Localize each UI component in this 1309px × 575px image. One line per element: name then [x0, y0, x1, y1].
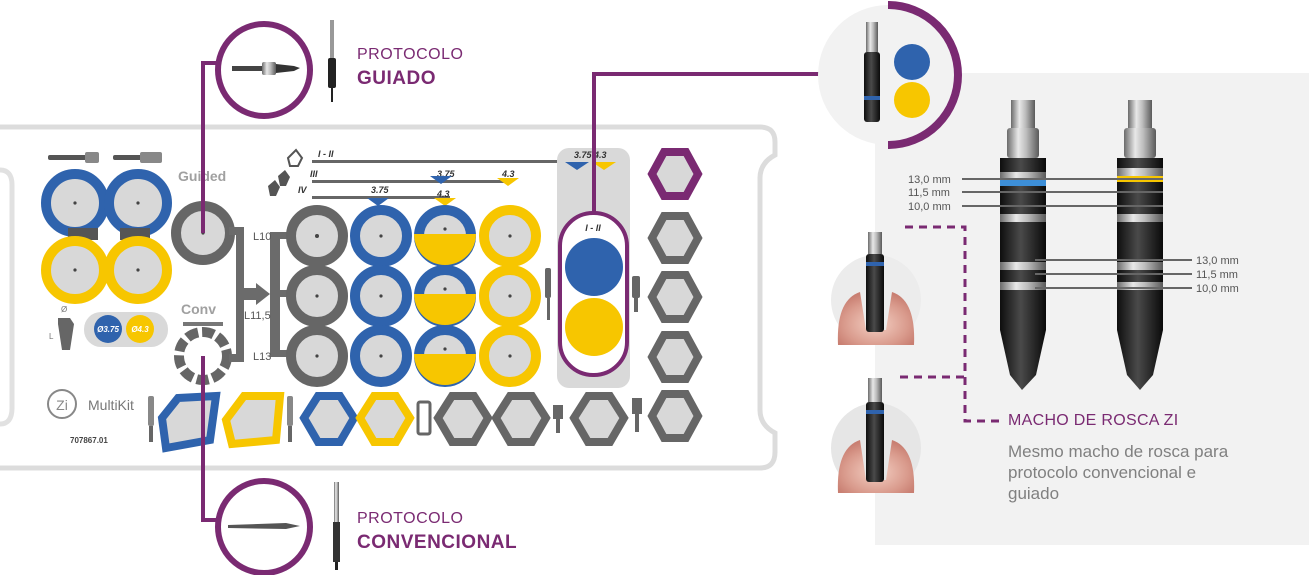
bone-label-i-ii: I - II — [318, 149, 334, 159]
size-375-mid: 3.75 — [371, 185, 390, 195]
tap-blue — [1000, 100, 1046, 390]
row-label-l10: L10 — [253, 231, 271, 243]
row-label-l115: L11,5 — [244, 310, 271, 322]
connector-arms — [229, 227, 294, 362]
row-label-l13: L13 — [253, 351, 271, 363]
tap-callout — [818, 1, 962, 149]
conv-drill-icon — [333, 482, 340, 570]
dental-image-top — [831, 232, 921, 345]
diam-small-label: Ø3.75 — [97, 325, 119, 334]
phi-symbol: Ø — [61, 305, 67, 314]
tube-blue — [565, 238, 623, 296]
brand-label: MultiKit — [88, 397, 134, 413]
mini-tool-icons — [48, 152, 162, 163]
diameter-legend — [58, 312, 168, 350]
tray-inner-outline — [0, 167, 15, 427]
side-tool-icons — [545, 268, 640, 320]
size-375-top: 3.75 — [437, 169, 456, 179]
size-43-top: 4.3 — [501, 169, 515, 179]
guided-drill-icon — [328, 20, 336, 102]
tap-description: Mesmo macho de rosca para protocolo conv… — [1008, 442, 1229, 503]
depth-lines — [962, 178, 1192, 289]
depth-left-115: 11,5 mm — [908, 187, 950, 199]
size-markers — [367, 176, 519, 206]
drill-grid — [286, 205, 541, 387]
logo-text: Zi — [56, 397, 68, 413]
size-43-mid: 4.3 — [436, 189, 450, 199]
guided-callout — [215, 21, 313, 119]
diam-large-label: Ø4.3 — [131, 325, 149, 334]
depth-right-13: 13,0 mm — [1196, 255, 1239, 267]
tube-yellow — [565, 298, 623, 356]
depth-left-13: 13,0 mm — [908, 174, 951, 186]
bone-label-iii: III — [310, 169, 318, 179]
tap-panel — [875, 73, 1309, 545]
tap-title: MACHO DE ROSCA ZI — [1008, 412, 1179, 429]
depth-right-115: 11,5 mm — [1196, 269, 1238, 281]
conv-callout — [215, 478, 313, 575]
conv-protocol-line2: CONVENCIONAL — [357, 532, 518, 553]
guided-protocol-line1: PROTOCOLO — [357, 46, 464, 63]
conv-label: Conv — [181, 301, 216, 317]
hex-column — [647, 148, 703, 442]
length-symbol: L — [49, 332, 54, 341]
depth-right-10: 10,0 mm — [1196, 283, 1239, 295]
dashed-connectors — [900, 225, 1000, 423]
conv-protocol-line1: PROTOCOLO — [357, 510, 464, 527]
zi-logo — [47, 389, 77, 419]
tube-size-label: 3.75 4.3 — [574, 150, 607, 160]
depth-left-10: 10,0 mm — [908, 201, 951, 213]
bottom-row-slots — [148, 391, 642, 453]
tube-label: I - II — [585, 223, 601, 233]
kit-code: 707867.01 — [70, 436, 108, 445]
bone-density-lines — [268, 148, 582, 199]
drill-slots-left — [41, 169, 172, 304]
guided-protocol-line2: GUIADO — [357, 68, 436, 89]
bone-label-iv: IV — [298, 185, 308, 195]
dental-image-bottom — [831, 378, 921, 493]
